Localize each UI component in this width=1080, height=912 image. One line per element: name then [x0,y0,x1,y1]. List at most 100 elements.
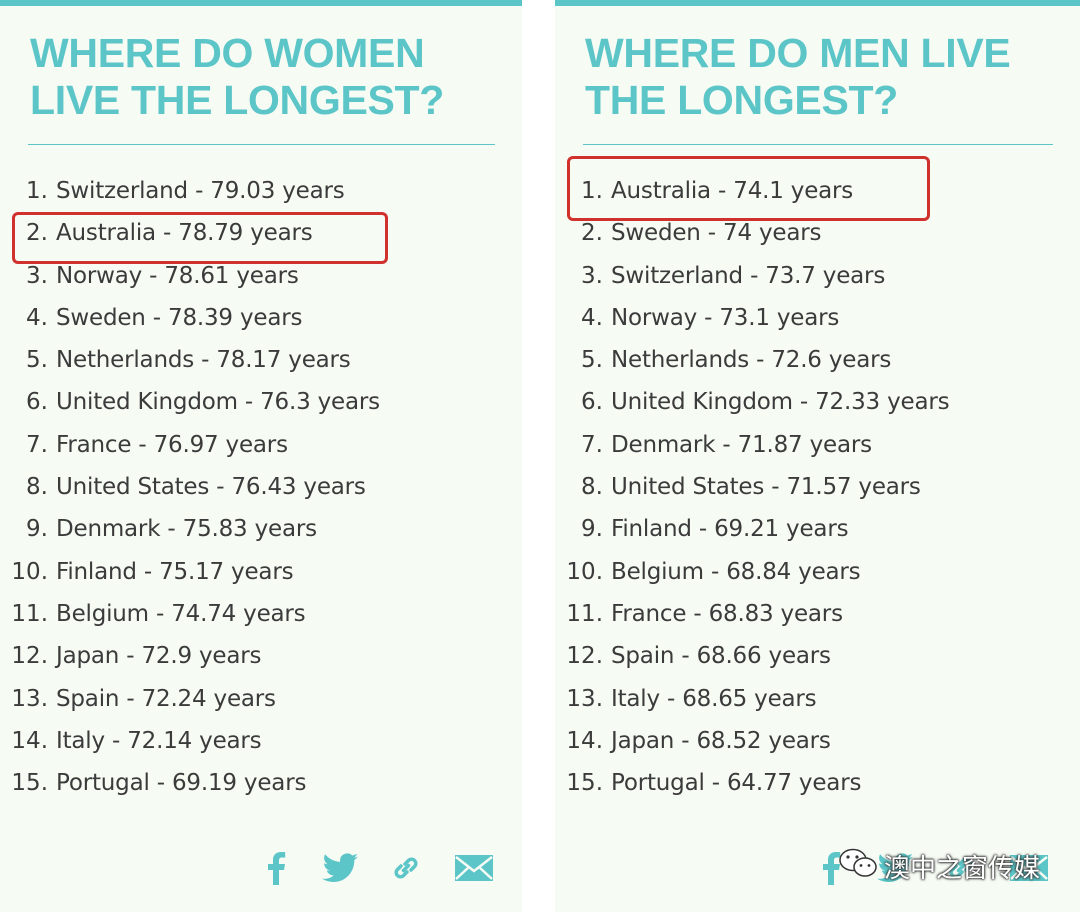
list-item: 10. Belgium - 68.84 years [555,551,1080,593]
rank-number: 4. [26,304,48,331]
list-item: 2. Australia - 78.79 years [0,212,522,254]
highlight-box [12,212,388,264]
country-lifespan: Japan - 72.9 years [56,643,262,670]
list-item: 7. France - 76.97 years [0,424,522,466]
rank-number: 5. [26,347,48,374]
list-item: 1. Switzerland - 79.03 years [0,170,522,212]
rank-number: 10. [11,558,48,585]
list-item: 6. United Kingdom - 72.33 years [555,381,1080,423]
rank-number: 6. [581,389,603,416]
list-item: 4. Sweden - 78.39 years [0,297,522,339]
rank-number: 11. [566,600,603,627]
list-item: 7. Denmark - 71.87 years [555,424,1080,466]
men-title: WHERE DO MEN LIVE THE LONGEST? [585,30,1011,123]
rank-number: 4. [581,304,603,331]
rank-number: 3. [26,262,48,289]
rank-number: 6. [26,389,48,416]
country-lifespan: Portugal - 69.19 years [56,770,307,797]
country-lifespan: Denmark - 71.87 years [611,431,872,458]
list-item: 6. United Kingdom - 76.3 years [0,381,522,423]
highlight-box [567,156,930,221]
list-item: 14. Japan - 68.52 years [555,720,1080,762]
twitter-icon[interactable] [320,848,360,888]
country-lifespan: Italy - 72.14 years [56,727,262,754]
rank-number: 1. [26,178,48,204]
country-lifespan: Spain - 68.66 years [611,643,831,670]
link-icon[interactable] [941,848,981,888]
list-item: 5. Netherlands - 78.17 years [0,339,522,381]
list-item: 10. Finland - 75.17 years [0,551,522,593]
country-lifespan: Japan - 68.52 years [611,727,831,754]
country-lifespan: Netherlands - 72.6 years [611,347,892,374]
country-lifespan: Denmark - 75.83 years [56,516,317,543]
rank-number: 3. [581,262,603,289]
list-item: 9. Denmark - 75.83 years [0,508,522,550]
rank-number: 1. [581,178,603,204]
rank-number: 2. [581,220,603,247]
country-lifespan: Australia - 74.1 years [611,178,854,204]
wechat-icon [838,847,878,886]
country-lifespan: United States - 71.57 years [611,474,921,501]
rank-number: 10. [566,558,603,585]
list-item: 13. Spain - 72.24 years [0,678,522,720]
mail-icon[interactable] [454,848,494,888]
country-lifespan: Finland - 75.17 years [56,558,294,585]
country-lifespan: France - 76.97 years [56,431,288,458]
country-lifespan: Norway - 78.61 years [56,262,299,289]
men-panel: WHERE DO MEN LIVE THE LONGEST? 1. Austral… [555,0,1080,912]
country-lifespan: Italy - 68.65 years [611,685,817,712]
rank-number: 13. [566,685,603,712]
share-bar [256,848,496,888]
rank-number: 11. [11,600,48,627]
list-item: 8. United States - 76.43 years [0,466,522,508]
rank-number: 2. [26,220,48,247]
list-item: 15. Portugal - 69.19 years [0,762,522,804]
rank-number: 14. [566,727,603,754]
country-lifespan: United Kingdom - 72.33 years [611,389,950,416]
country-lifespan: Switzerland - 79.03 years [56,178,345,204]
country-lifespan: France - 68.83 years [611,600,843,627]
link-icon[interactable] [386,848,426,888]
share-bar [811,848,1051,888]
country-lifespan: Spain - 72.24 years [56,685,276,712]
women-title: WHERE DO WOMEN LIVE THE LONGEST? [30,30,445,123]
top-accent-bar [555,0,1080,6]
rank-number: 13. [11,685,48,712]
country-lifespan: Belgium - 68.84 years [611,558,861,585]
mail-icon[interactable] [1009,848,1049,888]
country-lifespan: Netherlands - 78.17 years [56,347,351,374]
list-item: 12. Spain - 68.66 years [555,635,1080,677]
watermark-text: 澳中之窗传媒 [884,853,1041,884]
country-lifespan: Australia - 78.79 years [56,220,313,247]
list-item: 2. Sweden - 74 years [555,212,1080,254]
rank-number: 7. [581,431,603,458]
list-item: 3. Norway - 78.61 years [0,255,522,297]
rank-number: 5. [581,347,603,374]
list-item: 11. Belgium - 74.74 years [0,593,522,635]
women-ranking-list: 1. Switzerland - 79.03 years 2. Australia -… [0,170,522,804]
list-item: 11. France - 68.83 years [555,593,1080,635]
men-ranking-list: 1. Australia - 74.1 years 2. Sweden - 74 ye… [555,170,1080,804]
country-lifespan: United States - 76.43 years [56,474,366,501]
list-item: 3. Switzerland - 73.7 years [555,255,1080,297]
rank-number: 15. [566,770,603,797]
rank-number: 9. [581,516,603,543]
rank-number: 12. [11,643,48,670]
list-item: 12. Japan - 72.9 years [0,635,522,677]
title-divider [583,144,1053,145]
country-lifespan: Norway - 73.1 years [611,304,840,331]
rank-number: 14. [11,727,48,754]
country-lifespan: United Kingdom - 76.3 years [56,389,380,416]
country-lifespan: Sweden - 74 years [611,220,822,247]
watermark: 澳中之窗传媒 [838,848,1040,884]
facebook-icon[interactable] [811,848,851,888]
top-accent-bar [0,0,522,6]
rank-number: 7. [26,431,48,458]
list-item: 14. Italy - 72.14 years [0,720,522,762]
list-item: 13. Italy - 68.65 years [555,678,1080,720]
country-lifespan: Belgium - 74.74 years [56,600,306,627]
title-divider [28,144,495,145]
list-item: 5. Netherlands - 72.6 years [555,339,1080,381]
twitter-icon[interactable] [875,848,915,888]
facebook-icon[interactable] [256,848,296,888]
